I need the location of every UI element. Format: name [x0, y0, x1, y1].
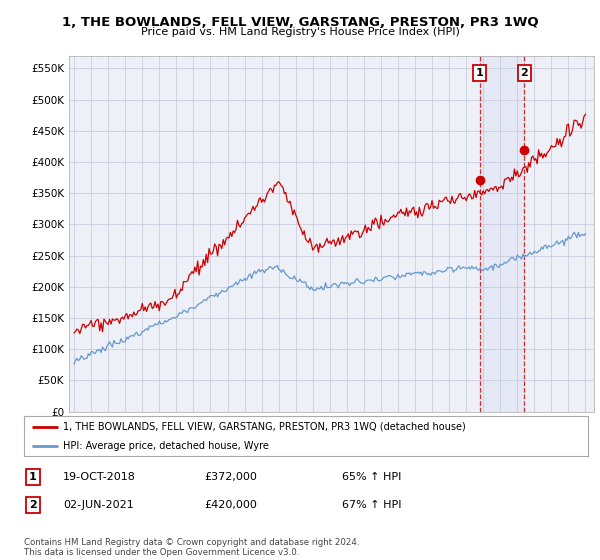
Text: 1: 1 — [476, 68, 484, 78]
Text: 02-JUN-2021: 02-JUN-2021 — [63, 500, 134, 510]
Text: £372,000: £372,000 — [204, 472, 257, 482]
Text: 19-OCT-2018: 19-OCT-2018 — [63, 472, 136, 482]
Text: 65% ↑ HPI: 65% ↑ HPI — [342, 472, 401, 482]
Text: £420,000: £420,000 — [204, 500, 257, 510]
Bar — [480, 56, 524, 412]
Text: 67% ↑ HPI: 67% ↑ HPI — [342, 500, 401, 510]
Text: Contains HM Land Registry data © Crown copyright and database right 2024.
This d: Contains HM Land Registry data © Crown c… — [24, 538, 359, 557]
Text: 2: 2 — [521, 68, 529, 78]
Text: 2: 2 — [29, 500, 37, 510]
Text: Price paid vs. HM Land Registry's House Price Index (HPI): Price paid vs. HM Land Registry's House … — [140, 27, 460, 37]
Text: 1: 1 — [29, 472, 37, 482]
Text: 1, THE BOWLANDS, FELL VIEW, GARSTANG, PRESTON, PR3 1WQ: 1, THE BOWLANDS, FELL VIEW, GARSTANG, PR… — [62, 16, 538, 29]
Text: 1, THE BOWLANDS, FELL VIEW, GARSTANG, PRESTON, PR3 1WQ (detached house): 1, THE BOWLANDS, FELL VIEW, GARSTANG, PR… — [64, 422, 466, 432]
Text: HPI: Average price, detached house, Wyre: HPI: Average price, detached house, Wyre — [64, 441, 269, 451]
